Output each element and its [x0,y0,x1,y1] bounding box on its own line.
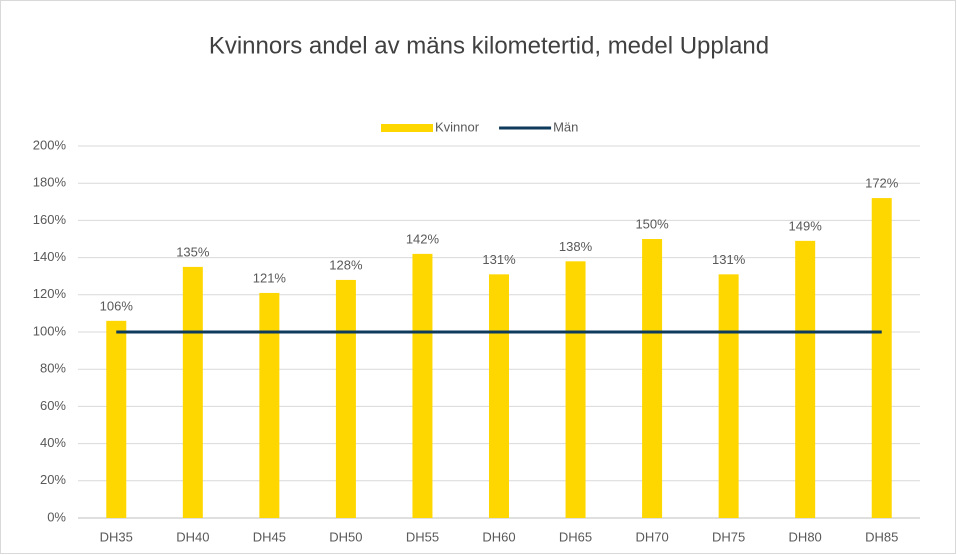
data-label: 149% [789,218,823,233]
data-label: 121% [253,270,287,285]
data-label: 131% [482,252,516,267]
y-tick-label: 200% [33,137,67,152]
legend-label: Kvinnor [435,119,480,134]
y-tick-label: 140% [33,249,67,264]
x-tick-label: DH85 [865,529,898,544]
chart-title: Kvinnors andel av mäns kilometertid, med… [209,32,769,59]
y-tick-label: 180% [33,175,67,190]
y-tick-label: 60% [40,398,66,413]
y-tick-label: 20% [40,472,66,487]
y-tick-label: 100% [33,323,67,338]
y-tick-label: 80% [40,361,66,376]
x-tick-label: DH75 [712,529,745,544]
bar [565,261,586,518]
x-tick-label: DH60 [482,529,515,544]
bar [259,292,280,518]
x-tick-label: DH80 [789,529,822,544]
y-tick-label: 0% [47,509,66,524]
data-label: 150% [635,216,669,231]
bar [182,266,203,518]
legend-swatch [381,124,433,132]
x-tick-label: DH50 [329,529,362,544]
data-label: 106% [100,298,134,313]
bar [871,198,892,518]
data-label: 142% [406,231,440,246]
bar [795,240,816,519]
bar [718,274,739,518]
data-label: 135% [176,244,210,259]
bar [106,320,127,518]
x-tick-label: DH70 [635,529,668,544]
y-tick-label: 120% [33,286,67,301]
bar [335,279,356,518]
legend-label: Män [553,119,578,134]
bar [489,274,509,518]
bar [412,253,433,518]
bar [642,239,663,518]
x-tick-label: DH40 [176,529,209,544]
x-tick-label: DH65 [559,529,592,544]
x-tick-label: DH35 [100,529,133,544]
data-label: 172% [865,176,899,191]
x-tick-label: DH55 [406,529,439,544]
x-tick-label: DH45 [253,529,286,544]
data-label: 131% [712,252,746,267]
data-label: 128% [329,257,363,272]
data-label: 138% [559,239,593,254]
y-tick-label: 40% [40,435,66,450]
y-tick-label: 160% [33,212,67,227]
